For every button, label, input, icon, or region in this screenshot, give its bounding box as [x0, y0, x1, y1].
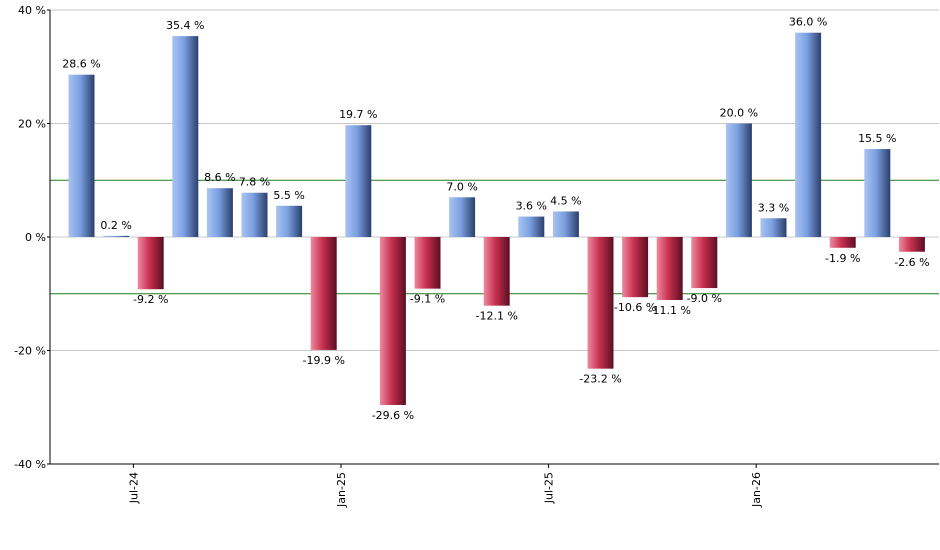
bar-value-label: 7.8 %	[239, 176, 270, 189]
y-tick-label: -40 %	[14, 458, 46, 471]
bar-value-label: 0.2 %	[100, 219, 131, 232]
bar-value-label: -29.6 %	[372, 409, 414, 422]
bar-value-label: -23.2 %	[579, 373, 621, 386]
bar	[552, 211, 579, 237]
y-tick-label: 20 %	[18, 118, 46, 131]
bar-value-label: 15.5 %	[858, 132, 896, 145]
x-tick-label: Jul-25	[543, 472, 556, 504]
y-tick-label: -20 %	[14, 345, 46, 358]
bar-value-label: 3.3 %	[758, 201, 789, 214]
bar	[760, 218, 787, 237]
bar-value-label: -9.0 %	[687, 292, 722, 305]
y-tick-label: 0 %	[25, 231, 46, 244]
x-tick-label: Jan-25	[335, 472, 348, 508]
bar	[622, 237, 649, 298]
bar	[829, 237, 856, 248]
bar	[68, 74, 95, 237]
bar-value-label: 20.0 %	[720, 107, 758, 120]
axes: 40 % 20 % 0 % -20 % -40 % Jul-24 Jan-25 Jul-25 J…	[14, 4, 939, 508]
bar-value-label: 3.6 %	[516, 200, 547, 213]
bar	[864, 149, 891, 237]
bar	[103, 235, 130, 237]
bar	[310, 237, 337, 350]
bar-value-label: 35.4 %	[166, 19, 204, 32]
bar-value-label: -9.2 %	[133, 293, 168, 306]
bar-value-label: -2.6 %	[894, 256, 929, 269]
data-labels: 28.6 % 0.2 % -9.2 % 35.4 % 8.6 % 7.8 %5.5 % -1…	[62, 16, 929, 422]
bar	[898, 237, 925, 252]
bar-value-label: 7.0 %	[446, 180, 477, 193]
bar-value-label: -12.1 %	[475, 310, 517, 323]
bar	[656, 237, 683, 300]
bar	[241, 192, 268, 237]
bar	[172, 36, 199, 238]
bar-value-label: -9.1 %	[410, 293, 445, 306]
y-tick-label: 40 %	[18, 4, 46, 17]
bars	[68, 32, 925, 405]
bar-value-label: -11.1 %	[648, 304, 690, 317]
bar	[379, 237, 406, 405]
bar-value-label: -1.9 %	[825, 252, 860, 265]
bar	[137, 237, 164, 290]
bar	[518, 216, 545, 237]
bar-value-label: 36.0 %	[789, 16, 827, 29]
bar	[725, 123, 752, 237]
bar-value-label: -19.9 %	[302, 354, 344, 367]
bar-value-label: 5.5 %	[273, 189, 304, 202]
bar	[449, 197, 476, 237]
bar	[276, 205, 303, 237]
bar	[483, 237, 510, 306]
bar	[206, 188, 233, 237]
x-tick-label: Jul-24	[127, 472, 140, 504]
bar	[587, 237, 614, 369]
x-tick-label: Jan-26	[750, 472, 763, 508]
bar	[795, 32, 822, 238]
bar-value-label: -10.6 %	[614, 301, 656, 314]
bar-value-label: 4.5 %	[550, 194, 581, 207]
bar	[414, 237, 441, 289]
bar-value-label: 19.7 %	[339, 108, 377, 121]
bar-value-label: 8.6 %	[204, 171, 235, 184]
bar	[345, 125, 372, 237]
bar	[691, 237, 718, 289]
bar-value-label: 28.6 %	[62, 58, 100, 71]
